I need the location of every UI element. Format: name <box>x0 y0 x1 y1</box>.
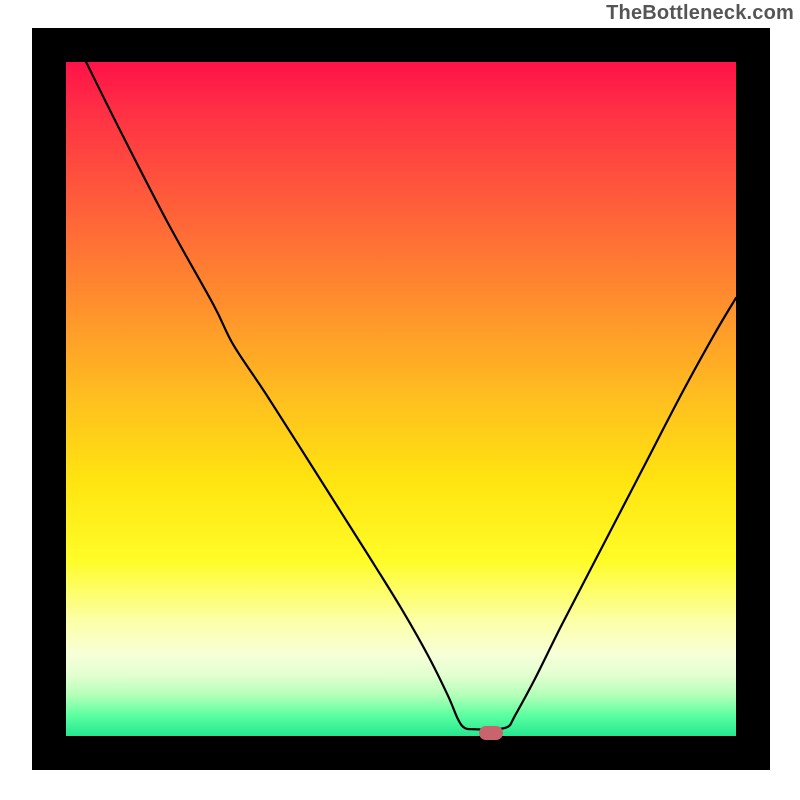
optimal-point-marker <box>479 726 503 740</box>
plot-frame <box>32 28 770 770</box>
curve-path <box>86 62 736 730</box>
chart-container: TheBottleneck.com <box>0 0 800 800</box>
watermark-text: TheBottleneck.com <box>606 2 794 25</box>
bottleneck-curve <box>66 62 736 736</box>
